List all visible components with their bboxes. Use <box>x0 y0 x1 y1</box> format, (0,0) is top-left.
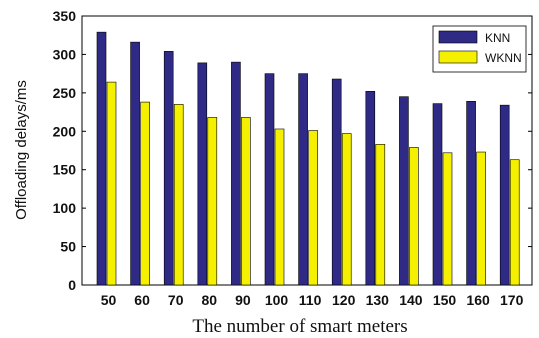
bar-knn-120 <box>331 78 342 286</box>
x-tick-label: 160 <box>466 292 490 308</box>
x-tick-label: 60 <box>134 292 150 308</box>
legend-label-knn: KNN <box>485 31 510 45</box>
legend-label-wknn: WKNN <box>485 51 522 65</box>
bar-wknn-150 <box>442 152 453 286</box>
y-axis-label: Offloading delays/ms <box>13 80 30 220</box>
legend: KNN WKNN <box>432 25 527 73</box>
bar-knn-160 <box>466 101 476 286</box>
bar-wknn-50 <box>106 81 117 286</box>
bar-wknn-170 <box>509 159 520 286</box>
x-tick-label: 80 <box>202 292 218 308</box>
x-tick-label: 70 <box>168 292 184 308</box>
y-tick-label: 300 <box>53 46 77 62</box>
x-tick-label: 130 <box>366 292 390 308</box>
y-tick-label: 200 <box>53 123 77 139</box>
y-tick-label: 150 <box>53 162 77 178</box>
x-tick-label: 150 <box>433 292 457 308</box>
bar-wknn-70 <box>173 104 184 286</box>
bar-knn-130 <box>365 91 376 286</box>
bar-knn-90 <box>231 61 241 286</box>
x-tick-label: 100 <box>265 292 289 308</box>
bar-wknn-80 <box>207 117 218 286</box>
bar-wknn-110 <box>308 130 318 286</box>
bar-wknn-100 <box>274 128 285 286</box>
bar-knn-80 <box>197 62 208 286</box>
bar-knn-110 <box>298 73 308 286</box>
y-tick-label: 250 <box>53 85 77 101</box>
bars-group <box>96 31 520 286</box>
bar-wknn-60 <box>140 101 150 286</box>
bar-wknn-160 <box>476 151 486 286</box>
bar-knn-170 <box>499 104 510 286</box>
x-axis-ticks: 50 60 70 80 90 100 110 120 130 140 150 160 170 <box>101 292 524 308</box>
legend-swatch-knn <box>438 30 478 44</box>
bar-wknn-130 <box>375 144 386 286</box>
y-tick-label: 350 <box>53 8 77 24</box>
x-tick-label: 50 <box>101 292 117 308</box>
bar-knn-100 <box>264 73 275 286</box>
x-tick-label: 120 <box>332 292 356 308</box>
bar-knn-50 <box>96 31 107 286</box>
bar-wknn-90 <box>241 117 251 286</box>
y-tick-label: 0 <box>68 277 76 293</box>
x-tick-label: 140 <box>399 292 423 308</box>
x-axis-label: The number of smart meters <box>192 316 407 337</box>
legend-swatch-wknn <box>438 50 478 64</box>
y-axis-ticks: 0 50 100 150 200 250 300 350 <box>53 8 532 293</box>
y-tick-label: 50 <box>60 239 76 255</box>
bar-knn-60 <box>130 41 140 286</box>
y-tick-label: 100 <box>53 200 77 216</box>
bar-wknn-140 <box>409 147 419 286</box>
bar-wknn-120 <box>341 133 352 286</box>
bar-knn-140 <box>399 96 409 286</box>
x-tick-label: 110 <box>299 292 322 308</box>
bar-knn-70 <box>163 51 174 286</box>
x-tick-label: 90 <box>235 292 251 308</box>
bar-knn-150 <box>432 103 443 286</box>
x-tick-label: 170 <box>500 292 524 308</box>
